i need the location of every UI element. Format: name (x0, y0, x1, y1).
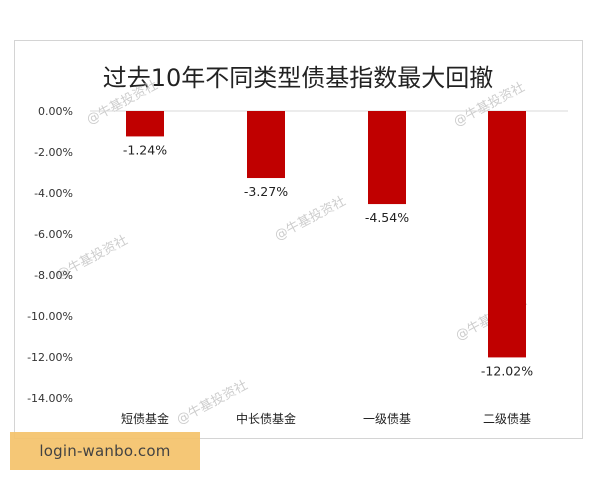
watermark-layer: @牛基投资社@牛基投资社@牛基投资社@牛基投资社@牛基投资社@牛基投资社 (54, 77, 529, 428)
chart-title: 过去10年不同类型债基指数最大回撤 (103, 64, 494, 92)
x-tick-label: 一级债基 (363, 412, 411, 426)
y-tick-label: -10.00% (27, 310, 73, 323)
data-label: -3.27% (244, 184, 288, 199)
bar (247, 111, 285, 179)
data-labels-layer: -1.24% -3.27% -4.54% -12.02% (123, 142, 533, 378)
x-tick-label: 中长债基金 (236, 411, 296, 426)
x-tick-label: 短债基金 (121, 411, 169, 426)
data-label: -1.24% (123, 142, 167, 157)
bar (488, 111, 526, 358)
site-watermark-text: login-wanbo.com (39, 442, 171, 460)
site-watermark-badge: login-wanbo.com (10, 432, 200, 470)
x-tick-label: 二级债基 (483, 412, 531, 426)
x-axis: 短债基金 中长债基金 一级债基 二级债基 (121, 411, 531, 426)
y-tick-label: -6.00% (34, 228, 73, 241)
watermark-text: @牛基投资社 (272, 193, 348, 244)
data-label: -4.54% (365, 210, 409, 225)
data-label: -12.02% (481, 363, 533, 378)
y-tick-label: -8.00% (34, 269, 73, 282)
y-tick-label: 0.00% (38, 105, 73, 118)
y-tick-label: -12.00% (27, 351, 73, 364)
bar (368, 111, 406, 205)
y-tick-label: -2.00% (34, 146, 73, 159)
bars-layer (126, 111, 526, 358)
y-tick-label: -14.00% (27, 392, 73, 405)
bar (126, 111, 164, 137)
y-tick-label: -4.00% (34, 187, 73, 200)
